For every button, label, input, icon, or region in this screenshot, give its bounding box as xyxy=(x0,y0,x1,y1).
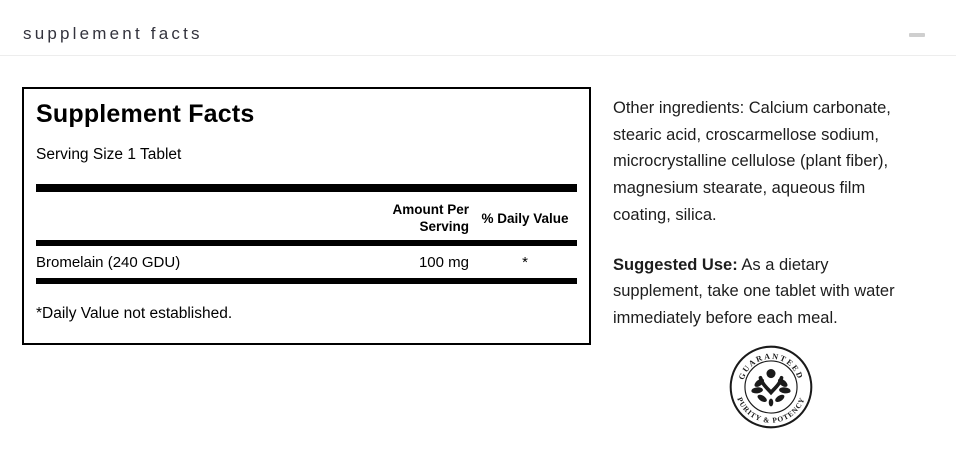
suggested-use-text: Suggested Use: As a dietary supplement, … xyxy=(613,255,895,327)
minus-icon xyxy=(909,33,925,37)
serving-size-text: Serving Size 1 Tablet xyxy=(36,146,182,163)
divider-bar-thick xyxy=(36,184,577,192)
section-title: supplement facts xyxy=(23,24,203,43)
seal-graphic: GUARANTEED PURITY & POTENCY xyxy=(729,345,813,429)
details-column: Other ingredients: Calcium carbonate, st… xyxy=(613,95,917,332)
daily-value-footnote: *Daily Value not established. xyxy=(36,305,233,322)
supplement-facts-section-header: supplement facts xyxy=(0,0,956,56)
ingredient-name: Bromelain (240 GDU) xyxy=(36,253,181,271)
suggested-use-label: Suggested Use: xyxy=(613,255,738,274)
table-row: Bromelain (240 GDU) 100 mg * xyxy=(36,248,577,276)
facts-header-row: Amount Per Serving % Daily Value xyxy=(36,198,577,238)
collapse-section-button[interactable] xyxy=(906,29,928,41)
ingredient-amount: 100 mg xyxy=(418,253,469,271)
divider-bar-bottom xyxy=(36,278,577,284)
seal-outer-ring xyxy=(729,345,813,429)
amount-per-serving-header: Amount Per Serving xyxy=(392,202,469,234)
daily-value-header: % Daily Value xyxy=(481,210,569,226)
panel-title: Supplement Facts xyxy=(36,100,255,128)
divider-bar-mid xyxy=(36,240,577,246)
ingredient-daily-value: * xyxy=(522,253,528,271)
plant-person-icon xyxy=(751,369,791,407)
other-ingredients-text: Other ingredients: Calcium carbonate, st… xyxy=(613,99,891,224)
supplement-facts-panel: Supplement Facts Serving Size 1 Tablet A… xyxy=(22,87,591,345)
seal-inner-ring xyxy=(744,360,798,414)
purity-potency-seal: GUARANTEED PURITY & POTENCY xyxy=(729,345,813,429)
